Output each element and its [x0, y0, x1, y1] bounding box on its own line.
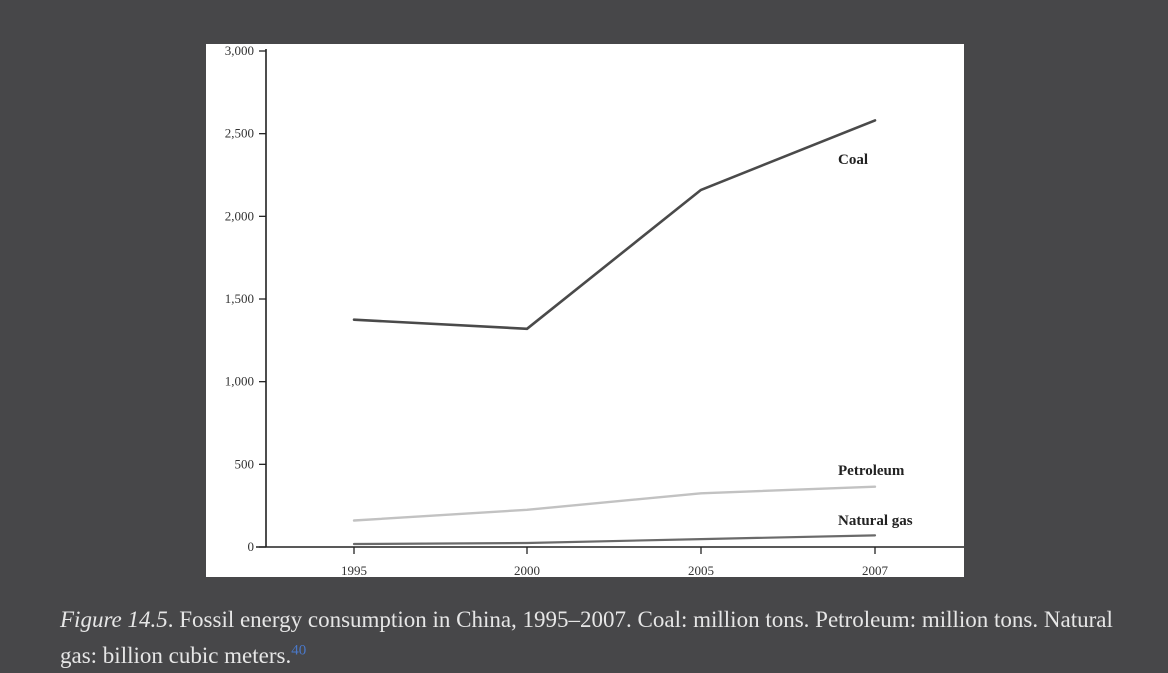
- series-label-petroleum: Petroleum: [838, 463, 905, 479]
- y-tick-label: 1,500: [225, 291, 254, 306]
- series-line-natural-gas: [352, 534, 877, 546]
- x-tick-label: 2007: [862, 563, 889, 577]
- x-tick-label: 2000: [514, 563, 540, 577]
- y-tick-label: 1,000: [225, 374, 254, 389]
- series-label-natural-gas: Natural gas: [838, 513, 913, 529]
- caption-text: . Fossil energy consumption in China, 19…: [60, 607, 1113, 668]
- series-line-petroleum: [352, 485, 877, 522]
- y-tick-label: 500: [235, 456, 255, 471]
- line-chart: 0 500 1,000 1,500 2,000 2,500 3,000 1995 2000 200…: [225, 44, 964, 577]
- x-tick-label: 1995: [341, 563, 367, 577]
- series-label-coal: Coal: [838, 152, 868, 168]
- series-line-coal: [352, 119, 877, 331]
- footnote-link[interactable]: 40: [291, 642, 307, 659]
- y-tick-label: 2,000: [225, 208, 254, 223]
- x-tick-label: 2005: [688, 563, 714, 577]
- chart-panel: 0 500 1,000 1,500 2,000 2,500 3,000 1995 2000 200…: [206, 44, 964, 577]
- figure-caption: Figure 14.5. Fossil energy consumption i…: [60, 602, 1140, 673]
- y-tick-label: 3,000: [225, 44, 254, 58]
- figure-label: Figure 14.5: [60, 607, 168, 632]
- y-tick-label: 0: [248, 539, 255, 554]
- y-tick-label: 2,500: [225, 126, 254, 141]
